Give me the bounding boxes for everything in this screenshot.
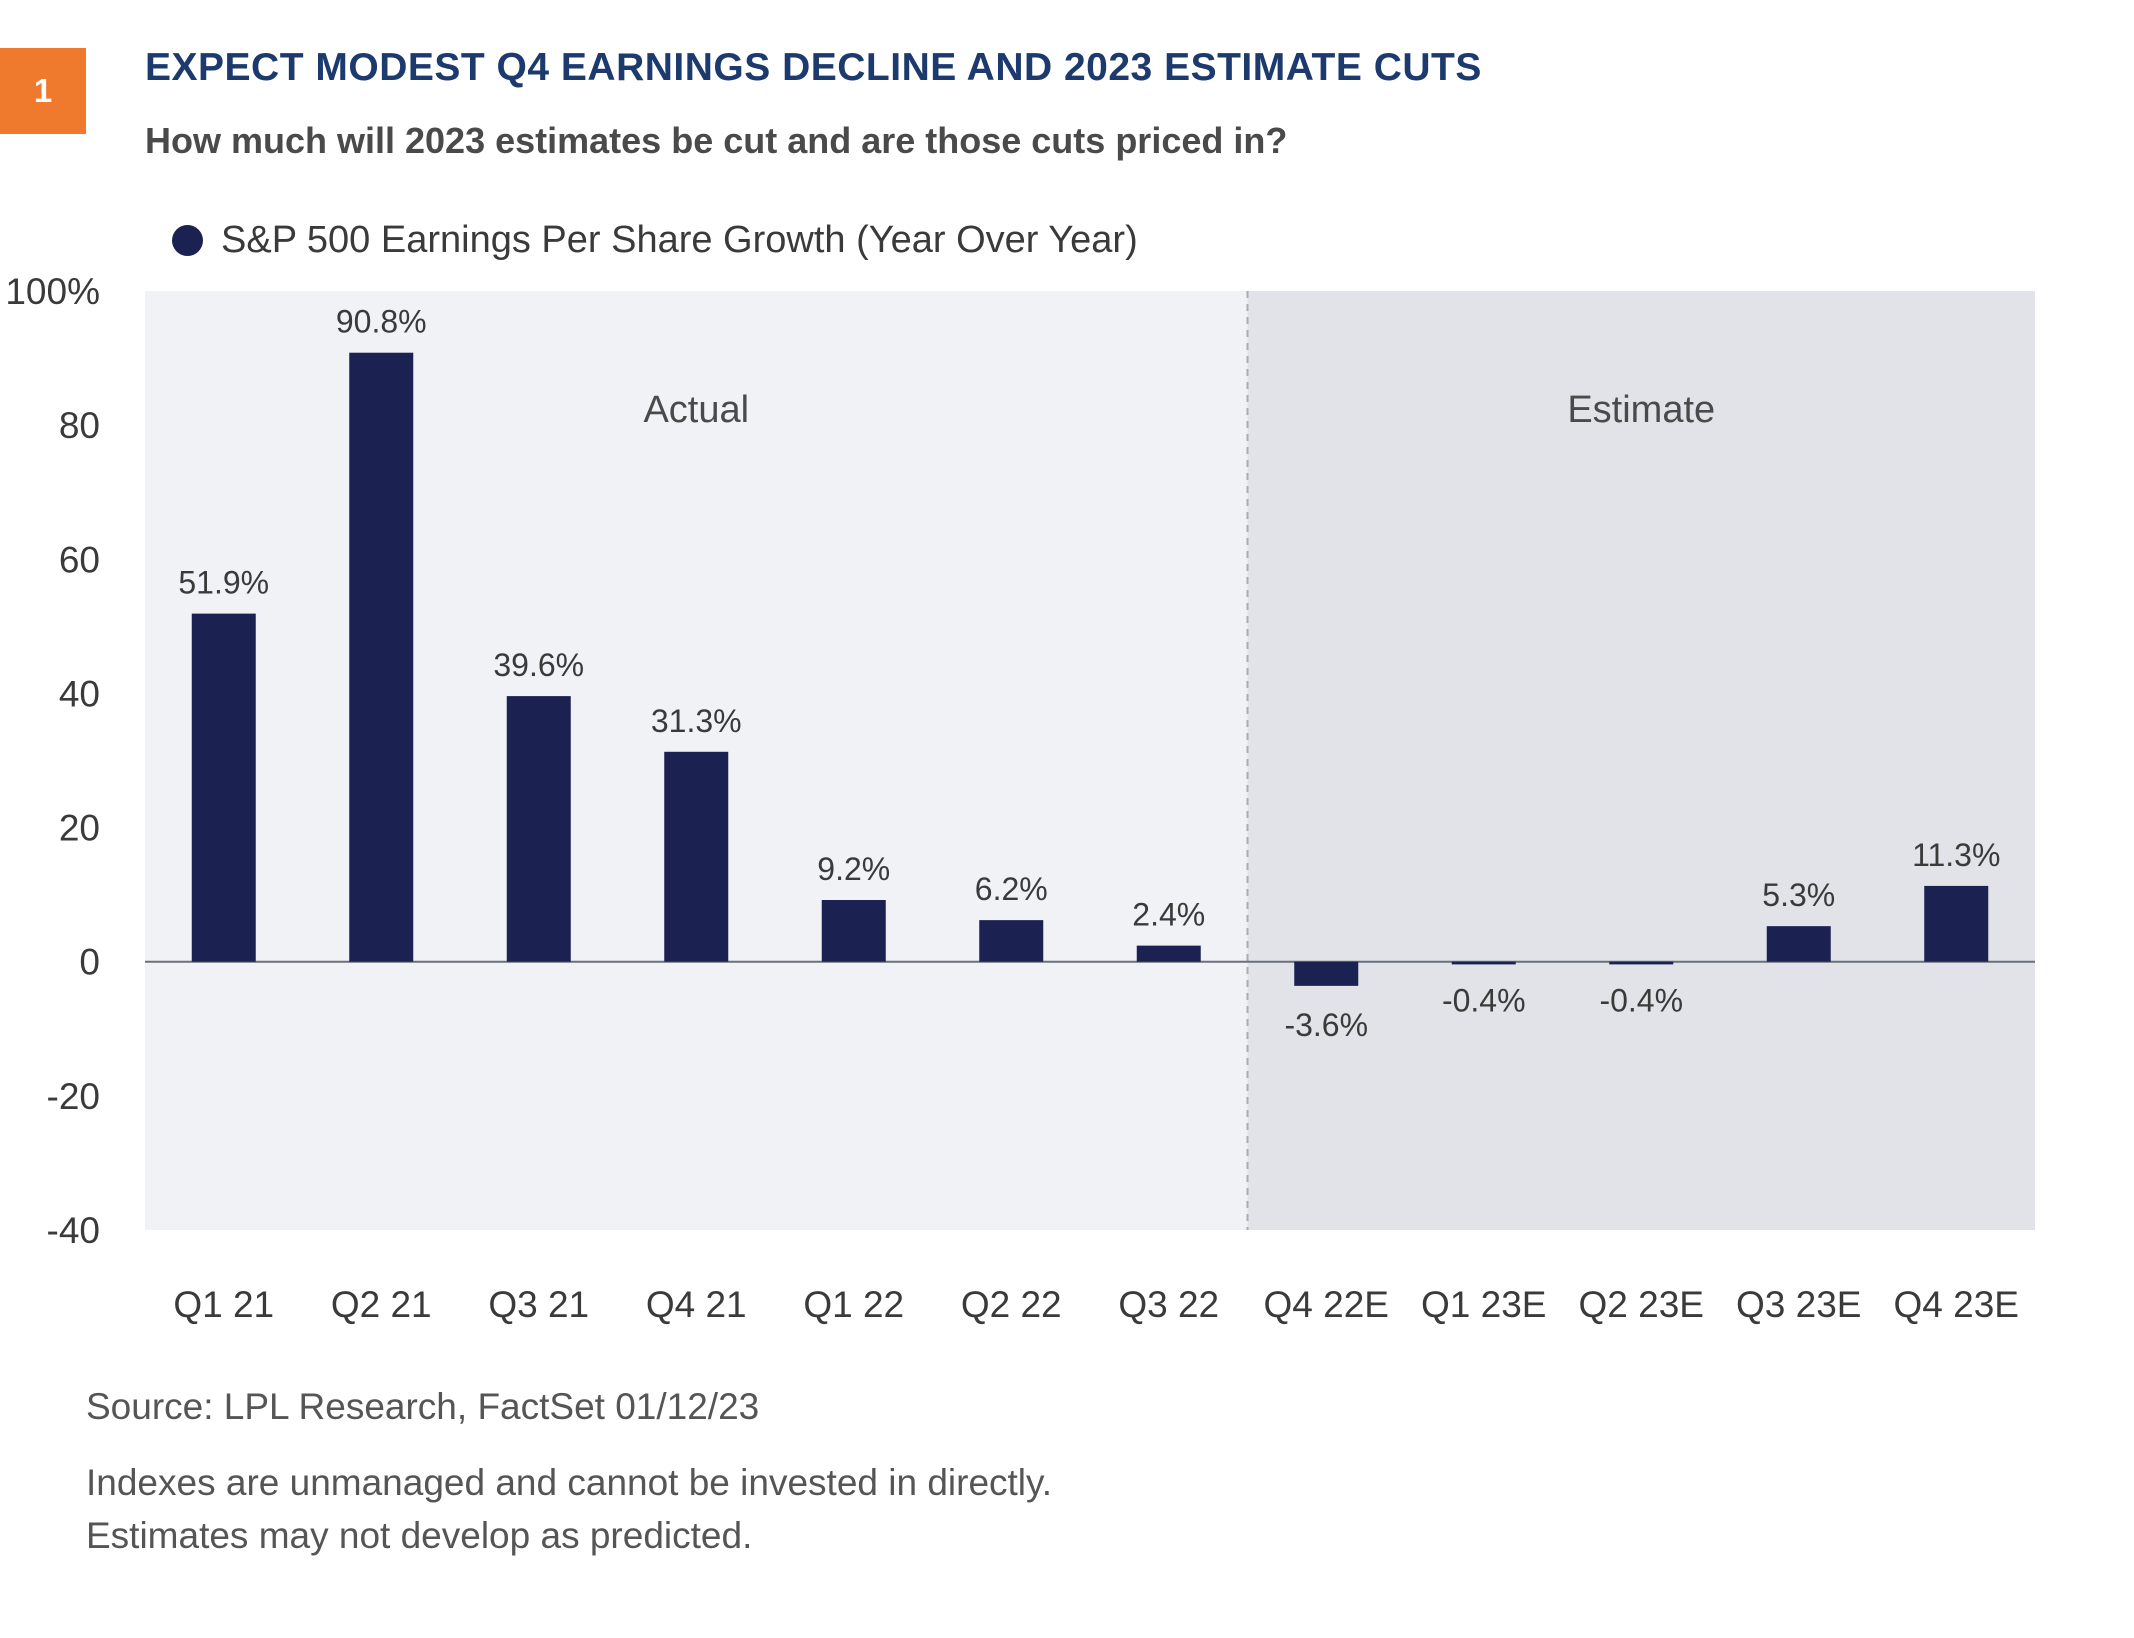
data-label: 51.9% [178, 565, 269, 601]
bar [664, 751, 729, 962]
data-label: 9.2% [817, 851, 890, 887]
bar [1609, 961, 1674, 965]
x-tick-label: Q3 21 [488, 1284, 589, 1325]
y-tick-label: 40 [59, 673, 100, 714]
y-tick-label: -40 [47, 1210, 100, 1251]
bar [1451, 961, 1516, 965]
chart-subtitle: How much will 2023 estimates be cut and … [145, 120, 1288, 161]
data-label: 31.3% [651, 703, 742, 739]
region-background-estimate [1247, 291, 2035, 1230]
y-tick-label: 20 [59, 808, 100, 849]
y-tick-label: 80 [59, 405, 100, 446]
bar [191, 613, 256, 962]
data-label: 2.4% [1132, 897, 1205, 933]
x-tick-label: Q2 23E [1579, 1284, 1704, 1325]
data-label: -0.4% [1599, 983, 1683, 1019]
disclaimer-line-2: Estimates may not develop as predicted. [86, 1515, 753, 1556]
data-label: 90.8% [336, 304, 427, 340]
y-tick-label: 100% [5, 271, 100, 312]
x-tick-label: Q4 21 [646, 1284, 747, 1325]
x-tick-label: Q1 23E [1421, 1284, 1546, 1325]
x-tick-label: Q4 22E [1264, 1284, 1389, 1325]
y-tick-label: 60 [59, 539, 100, 580]
x-tick-label: Q2 21 [331, 1284, 432, 1325]
data-label: 11.3% [1912, 837, 2000, 873]
data-label: -3.6% [1284, 1007, 1368, 1043]
bar [1136, 945, 1201, 962]
x-tick-label: Q1 21 [173, 1284, 274, 1325]
x-tick-label: Q3 22 [1118, 1284, 1219, 1325]
legend-label: S&P 500 Earnings Per Share Growth (Year … [221, 219, 1138, 261]
disclaimer-line-1: Indexes are unmanaged and cannot be inve… [86, 1462, 1053, 1503]
bar [1766, 926, 1831, 962]
data-label: 5.3% [1762, 877, 1835, 913]
region-label-estimate: Estimate [1567, 389, 1715, 431]
x-tick-label: Q1 22 [803, 1284, 904, 1325]
x-tick-label: Q4 23E [1894, 1284, 2019, 1325]
bar [821, 900, 886, 962]
y-tick-label: -20 [47, 1076, 100, 1117]
chart-title: EXPECT MODEST Q4 EARNINGS DECLINE AND 20… [145, 46, 1482, 89]
bar-chart: Actual Estimate 100% 80 60 40 20 0 -20 -40 51.9% Q1… [5, 271, 2035, 1325]
bar [349, 352, 414, 962]
x-tick-label: Q3 23E [1736, 1284, 1861, 1325]
data-label: 6.2% [975, 871, 1048, 907]
x-tick-label: Q2 22 [961, 1284, 1062, 1325]
source-note: Source: LPL Research, FactSet 01/12/23 [86, 1386, 760, 1427]
y-tick-label: 0 [79, 942, 100, 983]
region-label-actual: Actual [643, 389, 749, 431]
bar [506, 696, 571, 962]
legend-marker-dot [172, 225, 203, 256]
data-label: -0.4% [1442, 983, 1526, 1019]
data-label: 39.6% [493, 647, 584, 683]
bar [979, 920, 1044, 962]
bar [1294, 961, 1359, 986]
bar [1924, 885, 1989, 962]
figure-number-badge: 1 [0, 48, 86, 134]
chart-legend: S&P 500 Earnings Per Share Growth (Year … [172, 219, 1138, 262]
